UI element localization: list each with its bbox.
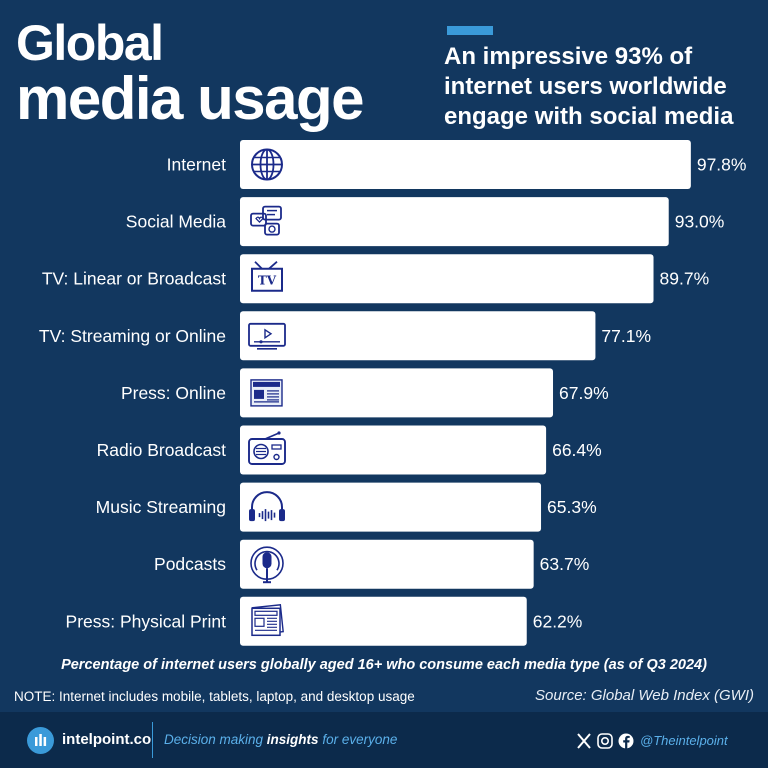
title-line-1: Global <box>16 15 164 71</box>
globe-icon <box>251 148 283 181</box>
podcast-mic-icon <box>250 546 284 584</box>
radio-icon <box>248 431 286 465</box>
bar-chart: Internet 97.8% Social Media 93.0% TV: Linear… <box>39 140 747 646</box>
bar <box>240 539 534 589</box>
intelpoint-logo-icon[interactable] <box>27 727 54 754</box>
value-label: 77.1% <box>601 326 651 346</box>
footer: intelpoint.co Decision making insights f… <box>0 712 768 768</box>
bar <box>240 368 554 418</box>
svg-text:TV: TV <box>258 274 277 288</box>
value-label: 67.9% <box>559 383 609 403</box>
category-label: TV: Linear or Broadcast <box>42 269 226 289</box>
note: NOTE: Internet includes mobile, tablets,… <box>14 689 415 704</box>
value-label: 97.8% <box>697 155 747 175</box>
bar <box>240 254 654 304</box>
streaming-screen-icon <box>248 322 286 350</box>
bar <box>240 140 691 189</box>
category-label: Music Streaming <box>96 497 226 517</box>
online-news-icon <box>250 379 283 407</box>
social-icons <box>577 733 637 754</box>
category-label: Press: Physical Print <box>66 611 227 631</box>
value-label: 65.3% <box>547 497 597 517</box>
chart-caption: Percentage of internet users globally ag… <box>61 657 707 673</box>
chat-bubbles-icon <box>250 205 282 236</box>
bar <box>240 311 596 361</box>
bar <box>240 482 542 532</box>
tv-antenna-icon: TV <box>251 261 283 292</box>
category-label: Radio Broadcast <box>97 440 227 460</box>
bar <box>240 425 547 475</box>
category-label: Internet <box>167 155 226 175</box>
facebook-icon[interactable] <box>618 733 634 749</box>
instagram-icon[interactable] <box>597 733 613 749</box>
subtitle: An impressive 93% of internet users worl… <box>444 43 734 130</box>
brand-name[interactable]: intelpoint.co <box>62 731 152 748</box>
tagline: Decision making insights for everyone <box>164 732 398 747</box>
category-label: Social Media <box>126 212 226 232</box>
accent-bar <box>447 26 493 35</box>
value-label: 89.7% <box>660 269 710 289</box>
newspaper-icon <box>251 604 284 637</box>
value-label: 63.7% <box>540 554 590 574</box>
x-icon[interactable] <box>577 733 591 749</box>
bar <box>240 596 527 646</box>
category-label: TV: Streaming or Online <box>39 326 226 346</box>
social-handle[interactable]: @Theintelpoint <box>640 733 728 748</box>
bar <box>240 197 669 247</box>
category-label: Podcasts <box>154 554 226 574</box>
footer-divider <box>152 722 153 758</box>
page-title: Global media usage <box>16 15 365 132</box>
source: Source: Global Web Index (GWI) <box>535 687 754 704</box>
value-label: 62.2% <box>533 611 583 631</box>
title-line-2: media usage <box>16 65 365 132</box>
value-label: 93.0% <box>675 212 725 232</box>
value-label: 66.4% <box>552 440 602 460</box>
category-label: Press: Online <box>121 383 226 403</box>
headphones-icon <box>249 491 285 522</box>
